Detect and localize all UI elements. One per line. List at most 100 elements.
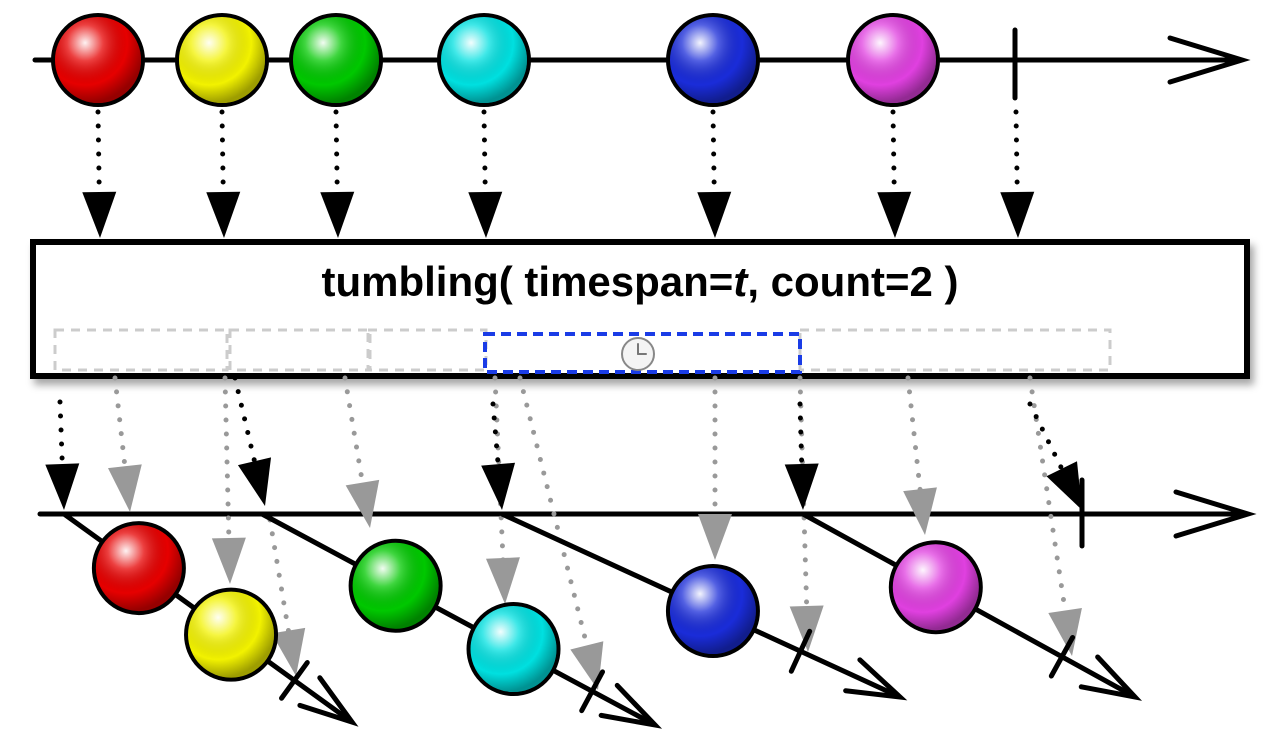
window-1-marble-red <box>91 521 186 616</box>
faded-item-arrow-4 <box>485 375 520 604</box>
input-drop-arrow-5 <box>697 109 732 238</box>
window-2-marble-cyan <box>466 602 561 697</box>
source-marble-green <box>289 13 383 107</box>
input-drop-arrow-4-head <box>468 191 503 238</box>
input-drop-arrow-3-shaft <box>333 109 340 199</box>
window-2-marble-green-highlight <box>352 542 439 629</box>
source-marble-yellow-highlight <box>179 17 265 103</box>
input-drop-arrow-1-head <box>82 191 117 238</box>
input-drop-arrow-5-head <box>697 191 732 238</box>
operator-param: t <box>733 258 749 305</box>
faded-window-box-4 <box>798 328 1112 372</box>
faded-item-arrow-3-head <box>345 479 380 528</box>
operator-label-suffix: , count=2 ) <box>747 258 958 305</box>
input-drop-arrow-6-shaft <box>890 109 897 199</box>
source-marble-red-highlight <box>55 17 141 103</box>
window-4-arrowhead <box>1078 654 1143 701</box>
faded-item-arrow-6 <box>698 375 732 560</box>
input-drop-arrow-3-head <box>320 191 355 238</box>
window-open-arrow-3 <box>481 401 516 510</box>
faded-item-arrow-4-head <box>485 557 520 604</box>
window-3 <box>499 511 908 701</box>
input-drop-arrow-2 <box>206 109 241 238</box>
window-4-completion-tick <box>1048 634 1076 679</box>
window-open-arrow-5-head <box>1046 461 1082 510</box>
window-2-marble-green <box>348 538 443 633</box>
faded-item-arrow-9-head <box>1048 607 1082 656</box>
window-4-marble-magenta-highlight <box>892 544 979 631</box>
faded-item-arrow-5-head <box>570 641 604 690</box>
input-drop-arrow-6 <box>877 109 912 238</box>
window-1-completion-tick <box>279 660 310 701</box>
source-marble-yellow <box>175 13 269 107</box>
faded-item-arrow-10-shaft <box>267 517 292 638</box>
operator-label-prefix: tumbling( timespan= <box>321 258 733 305</box>
window-open-arrow-5 <box>1027 401 1082 510</box>
window-open-arrow-4-head <box>784 463 819 510</box>
clock-icon <box>621 337 655 371</box>
window-3-marble-blue-highlight <box>669 567 756 654</box>
faded-item-arrow-8-shaft <box>905 375 923 496</box>
window-1 <box>61 511 359 727</box>
faded-item-arrow-4-shaft <box>492 375 506 565</box>
window-open-arrow-3-shaft <box>490 401 501 471</box>
faded-item-arrow-1-head <box>107 464 142 512</box>
window-open-arrow-1-shaft <box>57 399 65 471</box>
source-marble-blue-highlight <box>670 17 756 103</box>
faded-item-arrow-8-head <box>903 487 937 535</box>
input-drop-arrow-3 <box>320 109 355 238</box>
window-4 <box>800 511 1143 701</box>
faded-item-arrow-2-shaft <box>222 375 232 545</box>
faded-item-arrow-1 <box>107 375 142 512</box>
output-timeline <box>37 375 1257 729</box>
window-3-completion-tick <box>788 628 813 674</box>
faded-item-arrow-10-head <box>271 627 306 676</box>
input-drop-arrows <box>82 109 1035 238</box>
faded-window-box-3 <box>366 328 488 372</box>
faded-item-arrow-7-head <box>789 605 824 652</box>
faded-item-arrow-2-head <box>211 537 246 584</box>
window-open-arrow-4 <box>784 401 819 510</box>
window-1-arrowhead <box>297 675 359 727</box>
faded-item-arrow-5 <box>517 375 604 690</box>
window-2-completion-tick <box>579 669 606 714</box>
input-drop-arrow-7-head <box>1000 191 1035 238</box>
input-drop-arrow-2-shaft <box>219 109 226 199</box>
input-drop-arrow-1-shaft <box>95 109 102 199</box>
window-open-arrow-2 <box>232 375 272 506</box>
input-drop-arrow-4 <box>468 109 503 238</box>
source-marble-cyan <box>437 13 531 107</box>
faded-item-arrow-5-shaft <box>517 375 591 652</box>
window-2 <box>259 511 663 729</box>
source-marble-red <box>51 13 145 107</box>
source-marble-blue <box>666 13 760 107</box>
source-timeline-arrowhead <box>1167 35 1251 85</box>
window-open-arrow-5-shaft <box>1027 401 1067 475</box>
operator-label: tumbling( timespan=t, count=2 ) <box>321 258 958 305</box>
faded-item-arrow-1-shaft <box>112 375 128 473</box>
window-1-marble-red-highlight <box>95 525 182 612</box>
input-drop-arrow-7-shaft <box>1013 109 1020 199</box>
source-marble-green-highlight <box>293 17 379 103</box>
faded-item-arrow-9-shaft <box>1027 375 1069 617</box>
input-drop-arrow-5-shaft <box>710 109 717 199</box>
window-1-marble-yellow-highlight <box>188 591 275 678</box>
input-drop-arrow-2-head <box>206 191 241 238</box>
window-2-arrowhead <box>598 682 663 729</box>
window-open-arrow-2-head <box>237 457 272 506</box>
window-2-marble-cyan-highlight <box>470 606 557 693</box>
faded-window-box-2 <box>228 328 372 372</box>
faded-item-arrow-10 <box>267 517 306 676</box>
window-open-arrow-1-head <box>45 463 80 510</box>
faded-item-arrow-3 <box>342 375 380 528</box>
output-timeline-arrowhead <box>1173 489 1257 539</box>
window-open-arrow-2-shaft <box>232 375 258 468</box>
faded-item-arrow-7 <box>789 375 824 652</box>
faded-item-arrow-2 <box>211 375 246 584</box>
window-2-line <box>259 511 655 727</box>
input-drop-arrow-6-head <box>877 191 912 238</box>
window-open-arrow-1 <box>45 399 80 510</box>
window-open-arrow-3-head <box>481 462 516 510</box>
window-1-marble-yellow <box>184 587 279 682</box>
